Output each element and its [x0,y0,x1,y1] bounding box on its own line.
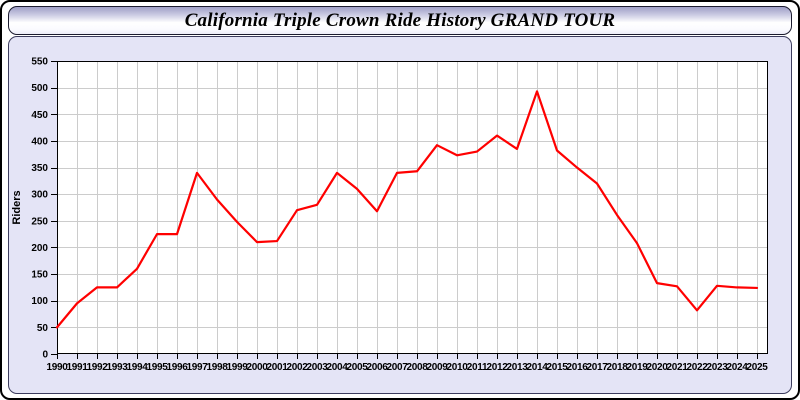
page-title: California Triple Crown Ride History GRA… [184,9,616,31]
title-bar: California Triple Crown Ride History GRA… [8,6,792,35]
chart-panel [8,36,792,394]
